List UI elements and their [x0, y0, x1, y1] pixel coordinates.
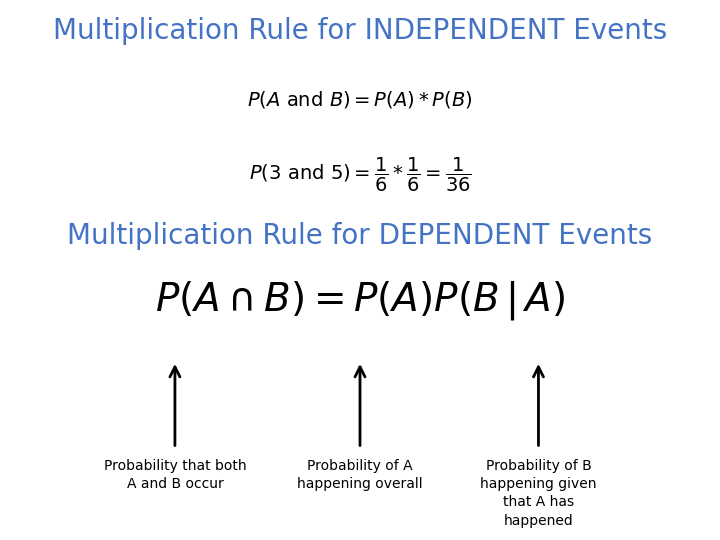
Text: Probability of B
happening given
that A has
happened: Probability of B happening given that A …: [480, 458, 597, 528]
Text: $P(A \mathrm{\ and\ } B) = P(A) * P(B)$: $P(A \mathrm{\ and\ } B) = P(A) * P(B)$: [248, 89, 472, 110]
Text: Multiplication Rule for DEPENDENT Events: Multiplication Rule for DEPENDENT Events: [68, 222, 652, 251]
Text: $P(A \cap B) = P(A)P(B\,|\,A)$: $P(A \cap B) = P(A)P(B\,|\,A)$: [155, 279, 565, 322]
Text: Multiplication Rule for INDEPENDENT Events: Multiplication Rule for INDEPENDENT Even…: [53, 17, 667, 45]
Text: Probability that both
A and B occur: Probability that both A and B occur: [104, 458, 246, 491]
Text: Probability of A
happening overall: Probability of A happening overall: [297, 458, 423, 491]
Text: $P(3 \mathrm{\ and\ } 5) = \dfrac{1}{6} * \dfrac{1}{6} = \dfrac{1}{36}$: $P(3 \mathrm{\ and\ } 5) = \dfrac{1}{6} …: [248, 156, 472, 194]
